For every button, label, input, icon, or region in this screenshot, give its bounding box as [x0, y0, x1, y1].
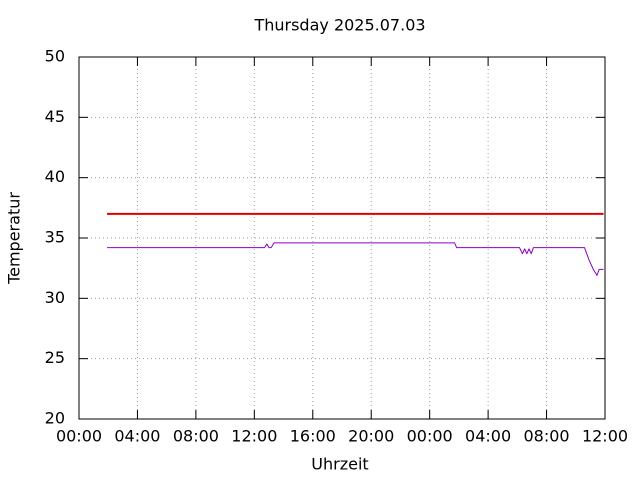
- plot-border: [78, 56, 606, 420]
- y-tick-label: 35: [45, 228, 65, 247]
- line-series: [107, 242, 604, 276]
- y-tick-label: 40: [45, 167, 65, 186]
- x-tick-label: 00:00: [56, 427, 102, 446]
- x-tick-label: 08:00: [173, 427, 219, 446]
- x-tick-label: 16:00: [290, 427, 336, 446]
- y-axis-label: Temperatur: [5, 192, 24, 285]
- x-tick-label: 08:00: [524, 427, 570, 446]
- y-tick-label: 25: [45, 348, 65, 367]
- y-tick-label: 50: [45, 47, 65, 66]
- x-tick-label: 12:00: [582, 427, 628, 446]
- x-tick-label: 20:00: [348, 427, 394, 446]
- x-axis-label: Uhrzeit: [311, 455, 368, 474]
- y-tick-label: 30: [45, 288, 65, 307]
- x-tick-label: 04:00: [114, 427, 160, 446]
- chart-title: Thursday 2025.07.03: [253, 16, 425, 35]
- x-tick-label: 12:00: [231, 427, 277, 446]
- x-tick-label: 04:00: [465, 427, 511, 446]
- y-tick-label: 20: [45, 409, 65, 428]
- y-tick-label: 45: [45, 107, 65, 126]
- x-tick-label: 00:00: [407, 427, 453, 446]
